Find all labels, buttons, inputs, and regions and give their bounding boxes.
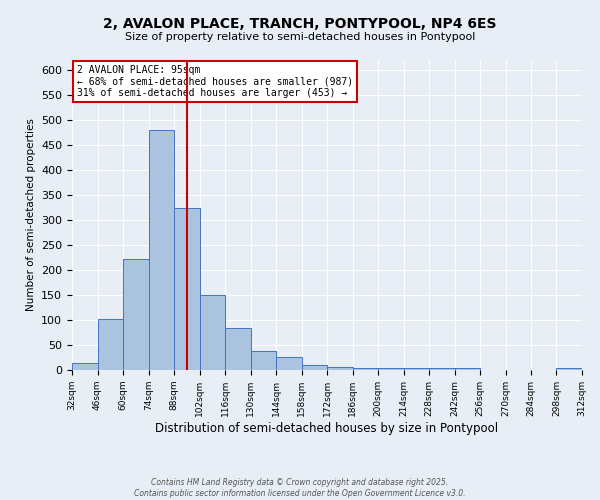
X-axis label: Distribution of semi-detached houses by size in Pontypool: Distribution of semi-detached houses by … — [155, 422, 499, 434]
Text: 2 AVALON PLACE: 95sqm
← 68% of semi-detached houses are smaller (987)
31% of sem: 2 AVALON PLACE: 95sqm ← 68% of semi-deta… — [77, 64, 353, 98]
Bar — [404, 368, 429, 370]
Bar — [378, 368, 404, 370]
Bar — [225, 328, 251, 370]
Bar — [429, 368, 455, 370]
Y-axis label: Number of semi-detached properties: Number of semi-detached properties — [26, 118, 35, 312]
Bar — [72, 362, 97, 370]
Bar — [276, 357, 302, 370]
Bar — [327, 367, 353, 370]
Bar — [123, 259, 149, 370]
Text: Contains HM Land Registry data © Crown copyright and database right 2025.
Contai: Contains HM Land Registry data © Crown c… — [134, 478, 466, 498]
Text: 2, AVALON PLACE, TRANCH, PONTYPOOL, NP4 6ES: 2, AVALON PLACE, TRANCH, PONTYPOOL, NP4 … — [103, 18, 497, 32]
Bar — [199, 295, 225, 370]
Bar — [251, 351, 276, 370]
Bar — [455, 368, 480, 370]
Bar — [353, 368, 378, 370]
Bar — [302, 364, 327, 370]
Bar — [97, 318, 123, 370]
Bar — [556, 368, 582, 370]
Bar — [149, 130, 174, 370]
Bar — [174, 208, 199, 370]
Text: Size of property relative to semi-detached houses in Pontypool: Size of property relative to semi-detach… — [125, 32, 475, 42]
